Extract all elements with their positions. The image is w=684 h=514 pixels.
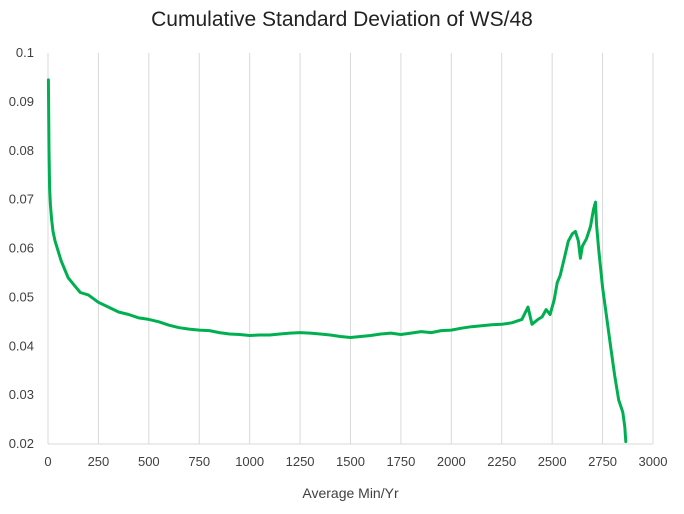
x-tick-label: 0 — [44, 454, 51, 469]
y-tick-label: 0.03 — [9, 387, 34, 402]
y-tick-label: 0.07 — [9, 192, 34, 207]
x-tick-label: 1000 — [235, 454, 264, 469]
y-tick-label: 0.06 — [9, 241, 34, 256]
y-tick-label: 0.1 — [16, 45, 34, 60]
chart-title: Cumulative Standard Deviation of WS/48 — [151, 8, 533, 31]
x-tick-label: 1250 — [286, 454, 315, 469]
y-tick-label: 0.02 — [9, 436, 34, 451]
x-tick-label: 250 — [88, 454, 110, 469]
x-tick-label: 2250 — [487, 454, 516, 469]
x-tick-label: 1750 — [386, 454, 415, 469]
y-tick-label: 0.04 — [9, 338, 34, 353]
x-tick-label: 2500 — [538, 454, 567, 469]
y-tick-label: 0.08 — [9, 143, 34, 158]
x-tick-label: 3000 — [639, 454, 668, 469]
y-tick-label: 0.09 — [9, 94, 34, 109]
x-tick-label: 2000 — [437, 454, 466, 469]
x-tick-label: 2750 — [588, 454, 617, 469]
y-tick-label: 0.05 — [9, 289, 34, 304]
x-tick-label: 500 — [138, 454, 160, 469]
x-tick-label: 750 — [188, 454, 210, 469]
x-axis-title: Average Min/Yr — [302, 485, 399, 501]
x-tick-label: 1500 — [336, 454, 365, 469]
series-line — [46, 78, 628, 444]
